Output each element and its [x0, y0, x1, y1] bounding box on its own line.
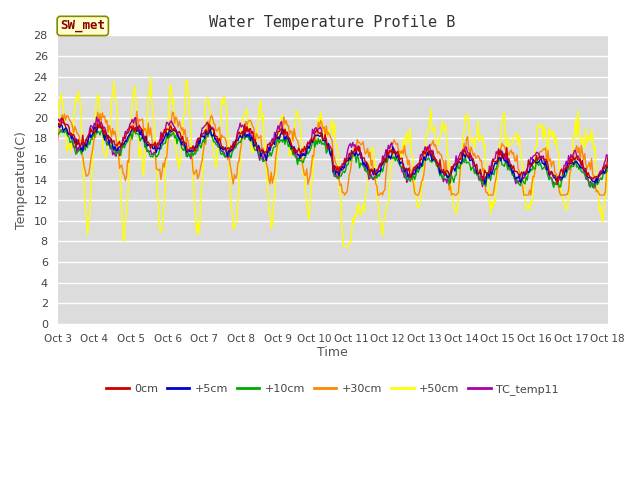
Y-axis label: Temperature(C): Temperature(C)	[15, 131, 28, 228]
Text: SW_met: SW_met	[60, 20, 105, 33]
Legend: 0cm, +5cm, +10cm, +30cm, +50cm, TC_temp11: 0cm, +5cm, +10cm, +30cm, +50cm, TC_temp1…	[102, 379, 563, 399]
Title: Water Temperature Profile B: Water Temperature Profile B	[209, 15, 456, 30]
X-axis label: Time: Time	[317, 347, 348, 360]
